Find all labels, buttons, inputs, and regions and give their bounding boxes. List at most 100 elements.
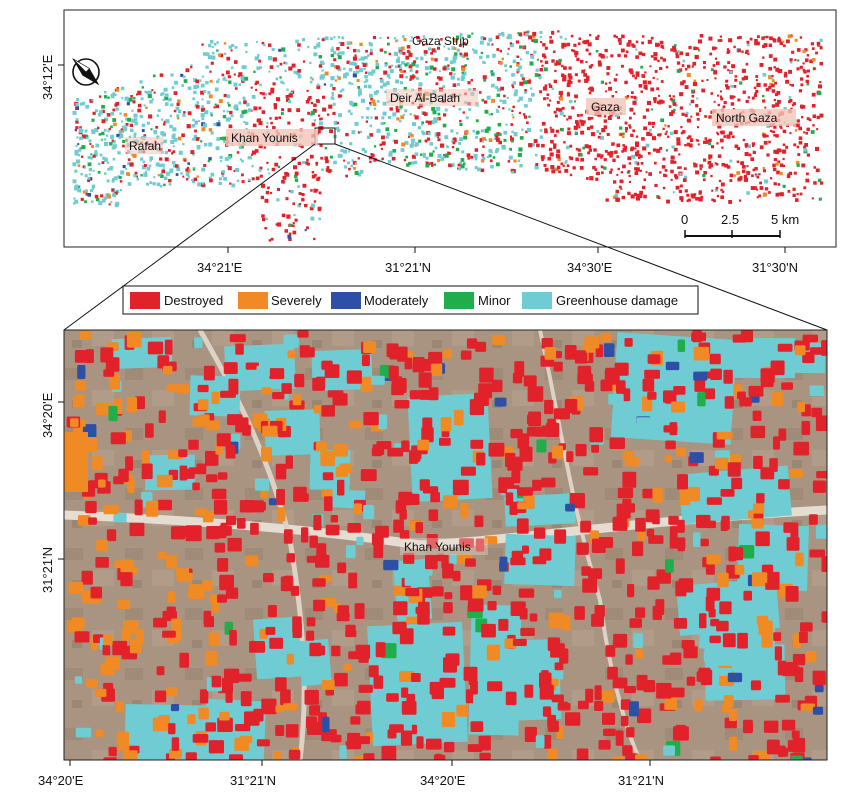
damage-point	[136, 93, 139, 96]
damage-point	[625, 127, 628, 130]
damage-point	[513, 159, 517, 163]
building-footprint	[105, 656, 121, 670]
damage-point	[673, 48, 677, 53]
building-footprint	[411, 447, 421, 462]
damage-point	[140, 174, 143, 177]
damage-point	[126, 123, 129, 126]
building-footprint	[400, 730, 413, 746]
damage-point	[676, 141, 681, 146]
damage-point	[671, 109, 675, 114]
damage-point	[315, 163, 318, 166]
damage-point	[376, 128, 381, 133]
damage-point	[684, 144, 687, 147]
damage-point	[517, 159, 521, 163]
damage-point	[772, 130, 776, 133]
damage-point	[549, 39, 554, 44]
building-footprint	[793, 441, 810, 456]
damage-point	[195, 137, 200, 141]
damage-point	[297, 185, 300, 188]
damage-point	[616, 173, 619, 176]
damage-point	[562, 77, 567, 82]
damage-point	[194, 129, 197, 133]
damage-point	[279, 76, 282, 79]
damage-point	[214, 87, 219, 92]
damage-point	[389, 107, 393, 111]
damage-point	[669, 97, 673, 101]
damage-point	[85, 134, 89, 137]
damage-point	[633, 192, 637, 196]
building-footprint	[250, 522, 259, 535]
building-footprint	[404, 572, 417, 586]
building-footprint	[134, 499, 143, 516]
damage-point	[742, 165, 746, 169]
damage-point	[729, 70, 733, 74]
damage-point	[452, 137, 457, 143]
damage-point	[473, 49, 478, 54]
damage-point	[411, 138, 415, 143]
damage-point	[768, 54, 773, 58]
damage-point	[715, 47, 718, 50]
building-footprint	[460, 350, 472, 360]
damage-point	[645, 143, 650, 148]
damage-point	[746, 40, 750, 44]
damage-point	[309, 80, 313, 84]
building-footprint	[74, 631, 90, 643]
damage-point	[682, 59, 686, 63]
damage-point	[463, 52, 468, 57]
building-footprint	[194, 337, 203, 348]
damage-point	[736, 160, 740, 163]
building-footprint	[786, 537, 800, 551]
damage-point	[141, 165, 146, 170]
damage-point	[135, 175, 138, 178]
building-footprint	[401, 701, 417, 715]
damage-point	[371, 73, 374, 76]
damage-point	[584, 78, 589, 83]
damage-point	[811, 197, 814, 200]
damage-point	[577, 148, 581, 152]
damage-point	[583, 69, 586, 72]
damage-point	[483, 78, 487, 82]
damage-point	[113, 144, 117, 149]
damage-point	[103, 196, 107, 200]
damage-point	[321, 168, 324, 171]
damage-point	[618, 41, 622, 45]
damage-point	[440, 38, 443, 41]
damage-point	[598, 53, 602, 57]
damage-point	[501, 57, 504, 61]
damage-point	[629, 116, 632, 120]
damage-point	[172, 150, 176, 153]
building-footprint	[188, 584, 205, 600]
damage-point	[399, 104, 403, 109]
damage-point	[361, 61, 364, 65]
building-footprint	[412, 357, 425, 373]
damage-point	[621, 195, 626, 200]
building-footprint	[444, 741, 455, 753]
damage-point	[168, 149, 171, 152]
damage-point	[137, 103, 142, 108]
building-footprint	[616, 365, 629, 376]
detail-map: Khan Younis 34°20'E 31°21'N 34°20'E 31°2…	[38, 329, 828, 788]
damage-point	[693, 163, 698, 168]
damage-point	[133, 97, 136, 100]
building-footprint	[356, 536, 364, 546]
damage-point	[310, 216, 315, 221]
damage-point	[258, 144, 263, 149]
damage-point	[313, 188, 318, 193]
damage-point	[284, 229, 288, 233]
damage-point	[605, 198, 609, 202]
damage-point	[786, 39, 790, 44]
building-footprint	[360, 376, 373, 392]
building-footprint	[814, 684, 824, 693]
damage-point	[556, 129, 560, 133]
damage-point	[434, 146, 438, 150]
building-footprint	[217, 594, 227, 603]
damage-point	[818, 197, 822, 201]
damage-point	[160, 173, 163, 176]
damage-point	[310, 189, 313, 192]
damage-point	[462, 71, 467, 76]
damage-point	[549, 99, 552, 102]
damage-point	[431, 48, 436, 53]
damage-point	[615, 197, 620, 202]
damage-point	[113, 122, 117, 127]
building-footprint	[466, 338, 478, 349]
